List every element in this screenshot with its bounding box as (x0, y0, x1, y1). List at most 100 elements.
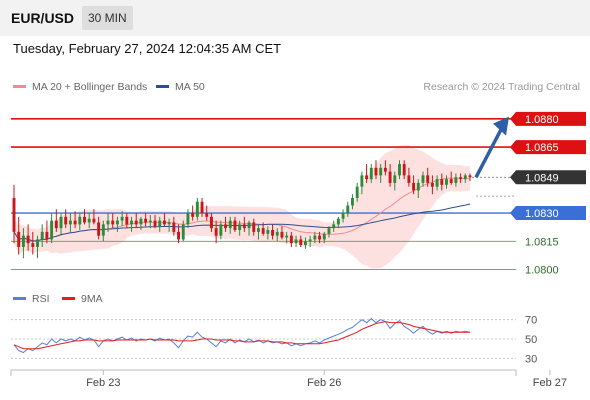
candle (449, 171, 453, 185)
x-tick-label: Feb 26 (307, 377, 341, 389)
candle-body (21, 235, 25, 247)
candle (238, 220, 242, 236)
current-label-box (510, 170, 586, 185)
ma50-line (13, 203, 471, 242)
candle (153, 214, 157, 229)
candle-body (289, 235, 293, 244)
candle (355, 182, 359, 202)
candle-body (177, 231, 180, 240)
x-tick-label: Feb 23 (86, 377, 120, 389)
resistance-label: 1.0880 (525, 114, 559, 126)
candle-body (341, 213, 345, 219)
candle (445, 175, 448, 189)
candle-body (430, 182, 434, 187)
candle (167, 218, 171, 232)
candle (224, 216, 228, 232)
candle (21, 228, 25, 259)
candle (271, 224, 275, 240)
candle-body (266, 230, 270, 234)
candle-body (280, 231, 284, 238)
candle-body (398, 164, 401, 176)
candle (31, 231, 35, 255)
candle (459, 173, 463, 183)
candle-body (214, 228, 218, 236)
candle (365, 164, 369, 183)
candle-body (12, 197, 16, 232)
candle-body (50, 220, 54, 240)
candle-body (195, 201, 199, 217)
candle (280, 226, 284, 240)
price-levels (11, 118, 516, 270)
candle (299, 235, 303, 247)
candle-body (64, 216, 68, 225)
rsi-legend-swatch (13, 297, 26, 300)
candle-body (374, 167, 378, 176)
candle-body (369, 167, 373, 180)
candle (379, 164, 383, 183)
candle-body (256, 228, 260, 232)
candle (421, 171, 425, 187)
candle-body (36, 239, 39, 247)
candle (106, 213, 110, 232)
candle-body (162, 220, 166, 225)
candle (68, 213, 72, 232)
timeframe-badge[interactable]: 30 MIN (82, 6, 133, 30)
rsi-panel: 70 50 30 (11, 315, 537, 365)
candle (294, 235, 298, 247)
candle (247, 220, 251, 236)
candle (402, 160, 406, 180)
candle (101, 220, 105, 242)
candle-body (332, 224, 336, 229)
candle (430, 175, 434, 195)
candle (322, 231, 326, 244)
candle-body (402, 164, 406, 176)
ma50-legend-swatch (156, 85, 169, 88)
candle (181, 220, 185, 242)
candle-body (449, 179, 453, 183)
candle-body (78, 216, 82, 225)
candle-body (111, 220, 115, 225)
candle-body (125, 216, 129, 225)
x-tick-label: Feb 27 (533, 377, 567, 389)
candle (332, 220, 336, 232)
resistance-label-box (510, 140, 586, 155)
candle (327, 226, 331, 238)
candle-body (26, 235, 30, 244)
candle-body (228, 220, 232, 229)
candle (144, 213, 148, 227)
candle-body (351, 197, 354, 206)
candle-body (97, 222, 101, 236)
candle (78, 213, 82, 231)
candle-body (130, 220, 133, 225)
candle (407, 167, 411, 187)
candle (92, 209, 96, 225)
candle-body (101, 224, 105, 236)
level-labels: 1.0880 1.0865 1.0849 1.0830 1.0815 1.0800 (510, 111, 586, 277)
candle (59, 213, 63, 236)
candle (73, 211, 77, 229)
candle-body (285, 235, 289, 238)
candle (130, 216, 133, 232)
candle-body (17, 231, 21, 247)
candle-body (426, 175, 430, 183)
candle-body (271, 230, 275, 236)
candle (313, 231, 317, 244)
candle (26, 224, 30, 251)
candle (148, 214, 152, 229)
candle-body (304, 241, 307, 246)
candle-body (383, 167, 387, 172)
candle-body (355, 186, 359, 198)
candle (454, 173, 458, 187)
candle-body (106, 220, 110, 225)
candle (111, 213, 115, 229)
candle-body (242, 224, 246, 229)
candle (139, 216, 143, 231)
candle-body (31, 243, 35, 247)
candle-body (148, 220, 152, 223)
candle-body (346, 205, 350, 214)
candle-body (87, 218, 91, 223)
candle (275, 228, 279, 242)
candle-body (134, 220, 138, 225)
candle-body (158, 220, 162, 227)
candle (360, 171, 364, 195)
